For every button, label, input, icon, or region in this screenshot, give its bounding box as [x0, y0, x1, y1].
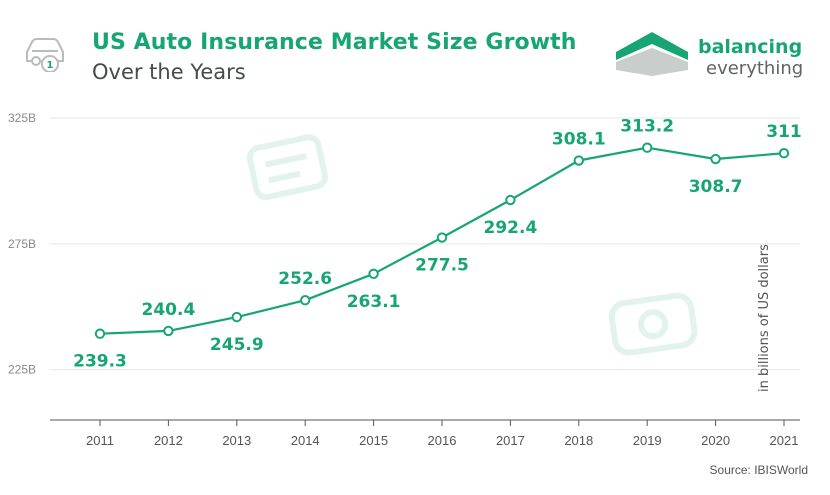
data-labels: 239.3 240.4 245.9 252.6 263.1 277.5 292.4 308.1…	[73, 117, 802, 372]
data-point	[94, 328, 106, 339]
y-tick-label: 325B	[8, 111, 36, 125]
data-point	[778, 148, 790, 159]
x-tick-label: 2012	[154, 433, 183, 448]
data-label: 292.4	[484, 218, 538, 238]
background-watermarks	[246, 134, 698, 356]
x-tick-label: 2017	[496, 433, 525, 448]
chart-subtitle: Over the Years	[92, 60, 246, 84]
data-label: 308.1	[552, 130, 606, 150]
y-axis-unit-label: in billions of US dollars	[757, 244, 772, 392]
chart-title: US Auto Insurance Market Size Growth	[92, 30, 577, 55]
y-axis-ticks: 325B 275B 225B	[8, 111, 36, 377]
data-point	[642, 142, 653, 153]
data-point	[573, 155, 584, 166]
data-point	[300, 295, 311, 306]
gridlines	[50, 117, 800, 371]
x-tick-label: 2013	[222, 433, 251, 448]
y-tick-label: 275B	[8, 237, 36, 251]
data-point	[505, 194, 516, 206]
source-note: Source: IBISWorld	[709, 463, 808, 477]
brand-name-line1: balancing	[698, 36, 803, 58]
chart-header: 1 US Auto Insurance Market Size Growth O…	[0, 0, 830, 100]
x-tick-label: 2015	[359, 433, 388, 448]
x-tick-label: 2014	[291, 433, 320, 448]
data-label: 252.6	[278, 269, 332, 289]
data-points	[94, 142, 790, 339]
data-label: 308.7	[689, 177, 743, 197]
data-label: 311	[766, 122, 802, 142]
data-point	[368, 268, 379, 279]
x-axis-ticks: 2011 2012 2013 2014 2015 2016 2017 2018 2019 2020…	[86, 420, 798, 448]
data-point	[436, 232, 448, 243]
data-label: 239.3	[73, 352, 127, 372]
car-icon: 1	[26, 38, 64, 72]
watermark-icon	[608, 292, 698, 356]
data-label: 240.4	[142, 300, 196, 320]
car-badge: 1	[47, 60, 54, 71]
x-tick-label: 2021	[770, 433, 799, 448]
x-tick-label: 2018	[564, 433, 593, 448]
x-tick-label: 2019	[633, 433, 662, 448]
data-point	[231, 311, 243, 323]
data-label: 245.9	[210, 335, 264, 355]
x-tick-label: 2020	[701, 433, 730, 448]
data-label: 277.5	[415, 256, 469, 276]
x-tick-label: 2011	[86, 433, 114, 448]
x-tick-label: 2016	[428, 433, 457, 448]
data-point	[163, 325, 174, 337]
brand-name-line2: everything	[706, 58, 804, 79]
data-label: 263.1	[347, 292, 401, 312]
y-tick-label: 225B	[8, 363, 36, 377]
data-label: 313.2	[620, 117, 674, 137]
watermark-icon	[246, 134, 329, 201]
data-point	[710, 153, 721, 165]
balancing-everything-logo	[616, 32, 688, 76]
